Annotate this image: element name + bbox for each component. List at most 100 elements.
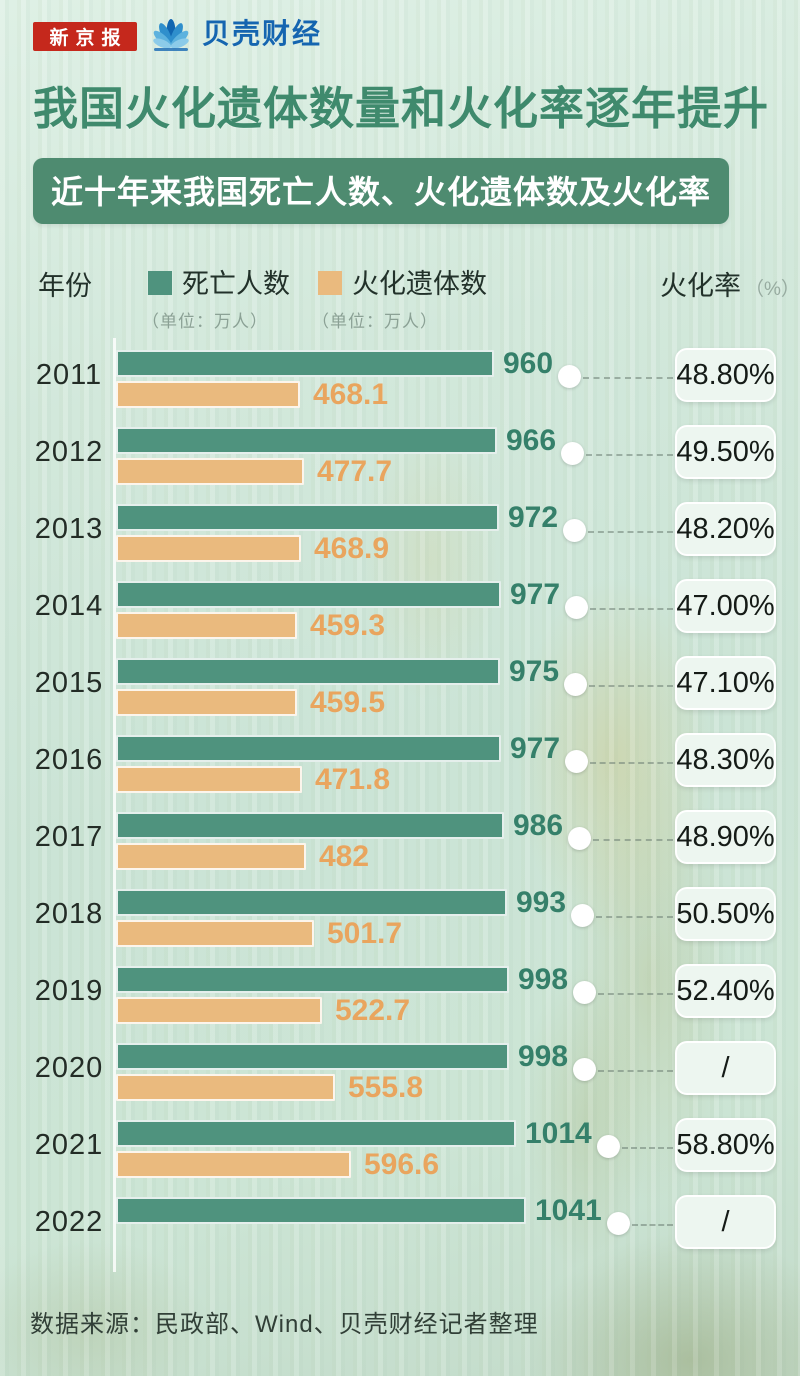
connector-line <box>598 992 673 995</box>
deaths-bar-line: 972 <box>116 501 673 542</box>
cremations-bar <box>116 612 297 639</box>
connector-line <box>588 530 673 533</box>
deaths-value: 1041 <box>535 1193 602 1227</box>
cremations-value: 468.1 <box>313 377 389 411</box>
deaths-value: 966 <box>506 423 557 457</box>
cremations-bar-line: 482 <box>116 840 673 873</box>
deaths-bar <box>116 658 500 685</box>
legend-deaths-unit: （单位：万人） <box>142 312 268 331</box>
year-label: 2015 <box>34 667 104 699</box>
shell-icon <box>148 14 194 54</box>
chart-row: 2014 977 459.3 47.00% <box>0 578 800 658</box>
cremations-value: 522.7 <box>335 993 411 1027</box>
deaths-bar-line: 1014 <box>116 1117 673 1158</box>
cremation-rate-box: 50.50% <box>675 887 776 941</box>
connector-line <box>586 453 673 456</box>
year-label: 2013 <box>34 513 104 545</box>
cremations-value: 468.9 <box>314 531 390 565</box>
deaths-value: 993 <box>516 885 567 919</box>
connector-dot <box>565 750 589 773</box>
connector-line <box>621 1146 673 1149</box>
connector-line <box>589 684 673 687</box>
deaths-bar-line: 977 <box>116 732 673 773</box>
chart-row: 2013 972 468.9 48.20% <box>0 501 800 581</box>
year-label: 2022 <box>34 1206 104 1238</box>
deaths-bar <box>116 1120 516 1147</box>
cremations-bar-line: 477.7 <box>116 455 673 488</box>
connector-dot <box>571 904 595 927</box>
cremations-value: 596.6 <box>364 1147 440 1181</box>
cremation-rate-box: 48.90% <box>675 810 776 864</box>
connector-dot <box>564 673 588 696</box>
year-label: 2021 <box>34 1129 104 1161</box>
year-label: 2016 <box>34 744 104 776</box>
connector-dot <box>596 1135 620 1158</box>
chart-row: 2020 998 555.8 / <box>0 1039 800 1120</box>
deaths-bar <box>116 427 497 454</box>
cremations-bar <box>116 381 300 408</box>
deaths-value: 977 <box>510 577 561 611</box>
deaths-bar-line: 1041 <box>116 1194 673 1235</box>
cremations-value: 477.7 <box>317 454 393 488</box>
connector-line <box>598 1069 673 1072</box>
connector-dot <box>606 1212 630 1235</box>
connector-line <box>590 761 673 764</box>
year-label: 2019 <box>34 975 104 1007</box>
legend-year-label: 年份 <box>38 271 92 301</box>
chart-row: 2019 998 522.7 52.40% <box>0 963 800 1043</box>
connector-line <box>593 838 673 841</box>
chart-row: 2011 960 468.1 48.80% <box>0 347 800 427</box>
chart-row: 2021 1014 596.6 58.80% <box>0 1117 800 1197</box>
cremation-rate-box: 49.50% <box>675 425 776 479</box>
chart-row: 2015 975 459.5 47.10% <box>0 655 800 735</box>
legend-cremations: 火化遗体数 （单位：万人） <box>312 262 487 332</box>
cremations-bar-line: 596.6 <box>116 1148 673 1181</box>
connector-dot <box>563 519 587 542</box>
subtitle-banner: 近十年来我国死亡人数、火化遗体数及火化率 <box>33 158 730 224</box>
cremation-rate-box: 48.30% <box>675 733 776 787</box>
cremation-rate-box: 47.10% <box>675 656 776 710</box>
cremations-bar <box>116 997 322 1024</box>
deaths-bar <box>116 581 501 608</box>
deaths-bar-line: 977 <box>116 578 673 619</box>
cremations-bar <box>116 689 297 716</box>
cremations-bar-line: 501.7 <box>116 917 673 950</box>
cremations-value: 471.8 <box>315 762 391 796</box>
cremations-bar-line: 459.3 <box>116 609 673 642</box>
cremations-swatch-icon <box>318 271 342 295</box>
legend-deaths: 死亡人数 （单位：万人） <box>142 262 290 332</box>
deaths-value: 998 <box>518 1039 569 1073</box>
cremations-bar-line: 522.7 <box>116 994 673 1027</box>
cremations-bar <box>116 766 302 793</box>
deaths-bar-line: 998 <box>116 963 673 1004</box>
connector-dot <box>568 827 592 850</box>
legend-rate-unit: （%） <box>745 279 800 300</box>
deaths-bar <box>116 1043 509 1070</box>
cremation-rate-box: 48.20% <box>675 502 776 556</box>
xinjingbao-logo: 新京报 <box>33 22 137 51</box>
legend-rate-label: 火化率 <box>660 271 741 301</box>
beike-finance-logo: 贝壳财经 <box>148 14 322 54</box>
connector-dot <box>565 596 589 619</box>
deaths-bar-line: 966 <box>116 424 673 465</box>
deaths-swatch-icon <box>148 271 172 295</box>
deaths-bar-line: 975 <box>116 655 673 696</box>
deaths-value: 972 <box>508 500 559 534</box>
chart-row: 2012 966 477.7 49.50% <box>0 424 800 504</box>
cremation-rate-box: / <box>675 1041 776 1095</box>
deaths-bar-line: 993 <box>116 886 673 927</box>
deaths-bar-line: 986 <box>116 809 673 850</box>
cremations-value: 482 <box>319 839 370 873</box>
axis-line <box>113 338 116 1272</box>
connector-dot <box>573 981 597 1004</box>
deaths-value: 975 <box>509 654 560 688</box>
cremations-bar <box>116 535 301 562</box>
deaths-bar <box>116 735 501 762</box>
shell-logo-tagline <box>154 48 188 51</box>
cremation-rate-box: 58.80% <box>675 1118 776 1172</box>
cremations-bar-line: 468.1 <box>116 378 673 411</box>
cremation-rate-box: 47.00% <box>675 579 776 633</box>
chart-row: 2016 977 471.8 48.30% <box>0 732 800 812</box>
chart-row: 2018 993 501.7 50.50% <box>0 886 800 966</box>
